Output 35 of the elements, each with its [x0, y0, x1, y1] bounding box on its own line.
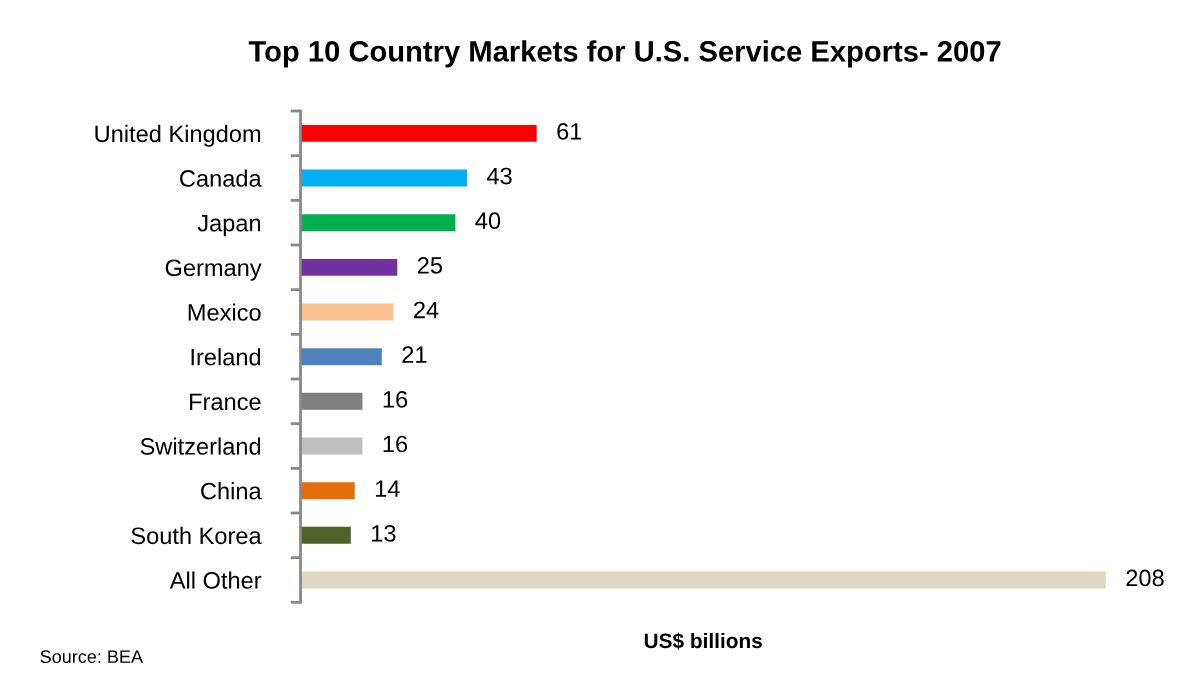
bar — [300, 124, 537, 142]
bar — [300, 526, 351, 544]
chart-title: Top 10 Country Markets for U.S. Service Exports- 2007 — [248, 40, 1001, 68]
y-tick-label: Canada — [180, 169, 262, 187]
y-tick-label: All Other — [169, 571, 262, 589]
y-tick-label: Mexico — [188, 303, 261, 321]
bar — [300, 169, 467, 187]
bar — [300, 571, 1106, 589]
data-label: 21 — [402, 346, 427, 363]
y-tick-label: Switzerland — [140, 437, 261, 455]
bar — [300, 303, 394, 321]
bar — [300, 482, 355, 500]
data-label: 25 — [417, 256, 443, 274]
bar — [300, 214, 456, 232]
y-tick-label: France — [190, 393, 261, 411]
y-tick-label: Japan — [197, 215, 261, 237]
y-tick-label: Germany — [165, 259, 262, 281]
bar — [300, 437, 363, 455]
data-label: 16 — [383, 390, 408, 408]
y-tick-label: United Kingdom — [95, 124, 261, 147]
data-label: 14 — [375, 480, 400, 497]
data-label: 208 — [1126, 569, 1164, 587]
data-label: 61 — [557, 122, 582, 140]
data-label: 40 — [475, 212, 501, 230]
bar — [300, 258, 398, 276]
data-label: 16 — [383, 435, 408, 453]
bar — [300, 348, 382, 366]
y-tick-label: Ireland — [191, 348, 261, 366]
source-note: Source: BEA — [40, 650, 143, 664]
data-label: 13 — [372, 524, 396, 542]
data-label: 24 — [414, 301, 439, 319]
y-tick-label: South Korea — [131, 526, 262, 545]
data-label: 43 — [486, 167, 512, 185]
y-tick-label: China — [201, 482, 262, 500]
x-axis-title: US$ billions — [644, 632, 762, 650]
